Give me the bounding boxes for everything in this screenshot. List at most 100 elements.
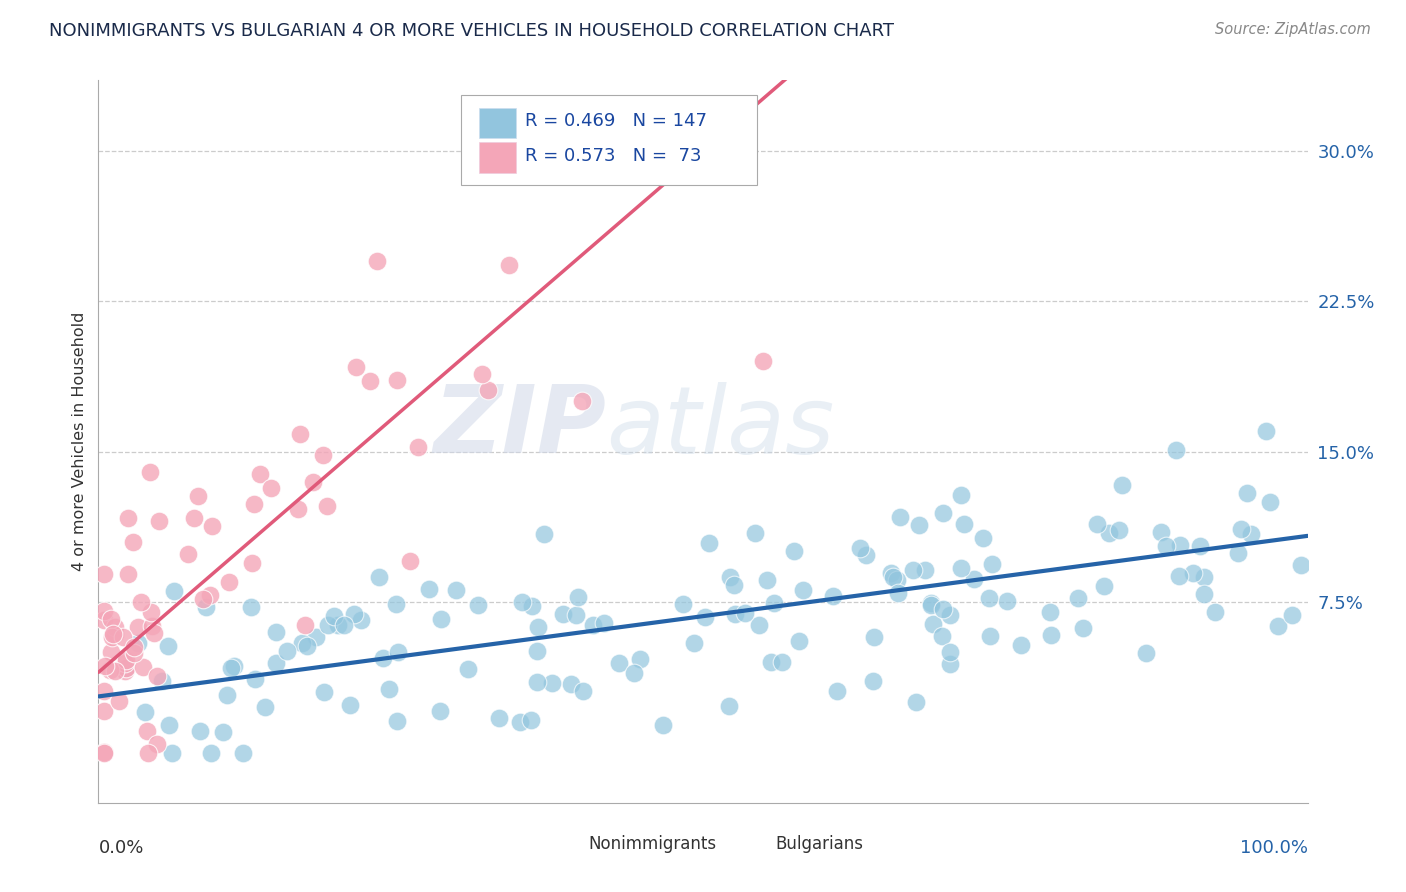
- Point: [232, 746, 254, 760]
- Point: [295, 639, 318, 653]
- Point: [163, 584, 186, 599]
- Point: [723, 578, 745, 592]
- Point: [582, 617, 605, 632]
- Point: [1168, 538, 1191, 552]
- Point: [387, 714, 409, 728]
- Point: [312, 685, 335, 699]
- Point: [651, 718, 673, 732]
- Point: [312, 448, 335, 462]
- Point: [385, 597, 408, 611]
- Point: [1039, 628, 1062, 642]
- Point: [430, 611, 453, 625]
- Point: [855, 548, 877, 562]
- Text: NONIMMIGRANTS VS BULGARIAN 4 OR MORE VEHICLES IN HOUSEHOLD CORRELATION CHART: NONIMMIGRANTS VS BULGARIAN 4 OR MORE VEH…: [49, 22, 894, 40]
- Point: [567, 590, 589, 604]
- Point: [981, 557, 1004, 571]
- Point: [509, 714, 531, 729]
- Point: [339, 698, 361, 713]
- Point: [920, 598, 942, 612]
- Point: [93, 613, 115, 627]
- Point: [1229, 522, 1251, 536]
- Point: [498, 258, 520, 272]
- Text: R = 0.573   N =  73: R = 0.573 N = 73: [526, 147, 702, 165]
- Point: [1150, 525, 1173, 540]
- Point: [886, 573, 908, 587]
- Point: [93, 745, 115, 759]
- Point: [770, 655, 793, 669]
- Point: [1135, 646, 1157, 660]
- Point: [882, 569, 904, 583]
- Point: [100, 645, 122, 659]
- Point: [127, 636, 149, 650]
- Point: [198, 588, 221, 602]
- Point: [939, 608, 962, 623]
- Point: [748, 617, 770, 632]
- Point: [759, 655, 782, 669]
- Point: [628, 652, 651, 666]
- Point: [259, 482, 281, 496]
- Point: [94, 659, 117, 673]
- Point: [880, 566, 903, 581]
- Point: [995, 594, 1018, 608]
- Point: [276, 644, 298, 658]
- Point: [1154, 540, 1177, 554]
- Point: [177, 547, 200, 561]
- Point: [191, 592, 214, 607]
- Point: [249, 467, 271, 482]
- Point: [695, 610, 717, 624]
- Point: [1039, 605, 1062, 619]
- Point: [963, 572, 986, 586]
- Point: [135, 724, 157, 739]
- Point: [931, 630, 953, 644]
- Point: [183, 510, 205, 524]
- Point: [683, 636, 706, 650]
- Point: [406, 440, 429, 454]
- Point: [734, 606, 756, 620]
- Point: [187, 489, 209, 503]
- Point: [827, 684, 849, 698]
- Point: [114, 656, 136, 670]
- Point: [157, 718, 180, 732]
- Point: [744, 525, 766, 540]
- Point: [115, 653, 138, 667]
- Point: [117, 511, 139, 525]
- Point: [1071, 621, 1094, 635]
- Point: [1236, 486, 1258, 500]
- Point: [157, 639, 180, 653]
- Point: [1256, 424, 1278, 438]
- Point: [1166, 443, 1188, 458]
- Point: [623, 665, 645, 680]
- Point: [787, 634, 810, 648]
- Point: [932, 507, 955, 521]
- Point: [139, 606, 162, 620]
- Point: [551, 607, 574, 621]
- Point: [131, 659, 153, 673]
- Point: [920, 596, 942, 610]
- Point: [215, 688, 238, 702]
- Point: [1167, 569, 1189, 583]
- Point: [111, 630, 134, 644]
- Point: [93, 604, 115, 618]
- Point: [1240, 527, 1263, 541]
- Point: [979, 629, 1001, 643]
- Point: [139, 465, 162, 479]
- Point: [115, 661, 138, 675]
- Point: [222, 658, 245, 673]
- Point: [188, 724, 211, 739]
- Point: [418, 582, 440, 596]
- Point: [398, 554, 420, 568]
- Point: [93, 704, 115, 718]
- Point: [720, 570, 742, 584]
- Point: [526, 644, 548, 658]
- Point: [1258, 495, 1281, 509]
- Point: [387, 645, 409, 659]
- Point: [1098, 525, 1121, 540]
- Point: [141, 618, 163, 632]
- Point: [1010, 638, 1032, 652]
- Point: [593, 616, 616, 631]
- Point: [762, 596, 785, 610]
- Point: [211, 724, 233, 739]
- Y-axis label: 4 or more Vehicles in Household: 4 or more Vehicles in Household: [72, 312, 87, 571]
- Point: [1066, 591, 1088, 605]
- Point: [160, 746, 183, 760]
